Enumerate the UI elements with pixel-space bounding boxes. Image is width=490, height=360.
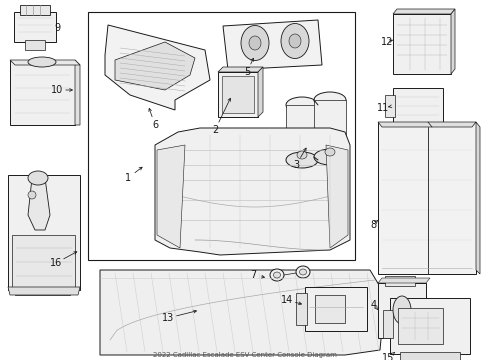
- Text: 9: 9: [54, 23, 60, 33]
- Text: 8: 8: [370, 220, 376, 230]
- Text: 13: 13: [162, 313, 174, 323]
- Bar: [315, 295, 345, 323]
- Polygon shape: [326, 145, 348, 248]
- Bar: [378, 122, 476, 274]
- Bar: [385, 95, 395, 117]
- Bar: [400, 352, 460, 360]
- Bar: [8, 175, 80, 290]
- Text: 3: 3: [293, 160, 299, 170]
- Ellipse shape: [286, 97, 318, 113]
- Ellipse shape: [314, 149, 346, 165]
- Polygon shape: [378, 122, 476, 127]
- Ellipse shape: [297, 151, 307, 159]
- Ellipse shape: [393, 296, 411, 324]
- Bar: [10, 60, 75, 125]
- Polygon shape: [286, 105, 318, 160]
- Polygon shape: [75, 60, 80, 125]
- Bar: [222, 76, 254, 113]
- Bar: [15, 287, 70, 295]
- Ellipse shape: [286, 152, 318, 168]
- Ellipse shape: [28, 191, 36, 199]
- Ellipse shape: [314, 92, 346, 108]
- Text: 14: 14: [281, 295, 293, 305]
- Bar: [12, 235, 75, 287]
- Polygon shape: [100, 270, 385, 355]
- Text: 2022 Cadillac Escalade ESV Center Console Diagram: 2022 Cadillac Escalade ESV Center Consol…: [153, 352, 337, 358]
- Text: 12: 12: [381, 37, 393, 47]
- Bar: [305, 287, 367, 331]
- Bar: [393, 88, 443, 126]
- Polygon shape: [105, 25, 210, 110]
- Polygon shape: [393, 9, 455, 14]
- Text: 5: 5: [244, 67, 250, 77]
- Ellipse shape: [289, 34, 301, 48]
- Text: 2: 2: [212, 125, 218, 135]
- Text: 10: 10: [51, 85, 63, 95]
- Ellipse shape: [28, 171, 48, 185]
- Ellipse shape: [28, 57, 56, 67]
- Bar: [20, 5, 50, 15]
- Text: 7: 7: [250, 270, 256, 280]
- Ellipse shape: [281, 23, 309, 58]
- Bar: [390, 298, 470, 354]
- Ellipse shape: [249, 36, 261, 50]
- Bar: [378, 283, 426, 338]
- Ellipse shape: [325, 148, 335, 156]
- Ellipse shape: [299, 269, 307, 275]
- Polygon shape: [258, 67, 263, 117]
- Text: 6: 6: [152, 120, 158, 130]
- Bar: [393, 14, 451, 74]
- Text: 11: 11: [377, 103, 389, 113]
- Polygon shape: [10, 60, 80, 65]
- Bar: [218, 72, 258, 117]
- Text: 16: 16: [50, 258, 62, 268]
- Polygon shape: [223, 20, 322, 70]
- Polygon shape: [378, 278, 430, 283]
- Polygon shape: [218, 67, 263, 72]
- Text: 4: 4: [371, 300, 377, 310]
- Text: 1: 1: [125, 173, 131, 183]
- Polygon shape: [476, 122, 480, 274]
- Bar: [383, 310, 393, 338]
- Polygon shape: [115, 42, 195, 90]
- Polygon shape: [155, 128, 350, 255]
- Bar: [14, 12, 56, 42]
- Polygon shape: [157, 145, 185, 248]
- Polygon shape: [8, 287, 80, 295]
- Text: 15: 15: [382, 353, 394, 360]
- Ellipse shape: [270, 269, 284, 281]
- Bar: [88, 12, 355, 260]
- Polygon shape: [296, 293, 307, 325]
- Polygon shape: [314, 100, 346, 157]
- Bar: [398, 308, 443, 344]
- Ellipse shape: [296, 266, 310, 278]
- Bar: [25, 40, 45, 50]
- Ellipse shape: [241, 26, 269, 60]
- Bar: [385, 276, 415, 286]
- Polygon shape: [451, 9, 455, 74]
- Ellipse shape: [273, 272, 280, 278]
- Polygon shape: [28, 178, 50, 230]
